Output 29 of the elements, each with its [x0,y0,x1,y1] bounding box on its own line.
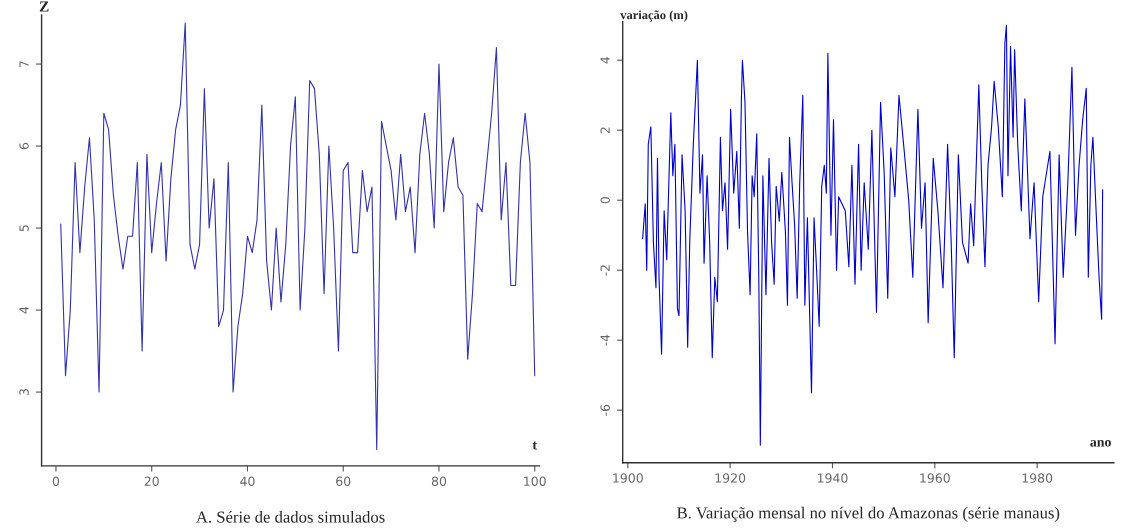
x-tick-label: 1920 [715,473,746,483]
x-axis-title: ano [1090,439,1111,447]
y-tick-label: 2 [600,127,610,134]
text: B. Variação mensal no nível do Amazonas (série manaus) [677,506,1060,522]
x-tick-label: 0 [52,476,60,486]
y-tick-label: 3 [19,389,29,396]
y-tick-label: 4 [19,306,29,314]
y-axis-title: variação (m) [620,10,688,22]
x-tick-label: 1980 [1022,473,1053,483]
y-tick-label: -2 [600,265,610,276]
x-tick-label: 100 [524,476,546,486]
y-tick-label: 4 [600,56,610,64]
x-tick-label: 1960 [920,473,950,483]
x-tick-label: 1940 [817,473,848,483]
y-tick-label: 0 [600,197,610,204]
y-tick-label: 6 [19,142,29,150]
y-tick-label: -4 [600,334,610,346]
x-tick-label: 60 [336,476,351,486]
x-axis-title: t [532,441,537,450]
y-axis-title: Z [39,1,49,12]
text: A. Série de dados simulados [196,510,385,523]
x-tick-label: 1900 [613,473,643,483]
x-tick-label: 20 [144,476,159,486]
x-tick-label: 40 [240,476,255,486]
line-series [60,22,536,451]
y-tick-label: 5 [19,225,29,232]
x-tick-label: 80 [431,476,447,486]
y-tick-label: 7 [19,61,29,67]
y-tick-label: -6 [600,404,610,416]
